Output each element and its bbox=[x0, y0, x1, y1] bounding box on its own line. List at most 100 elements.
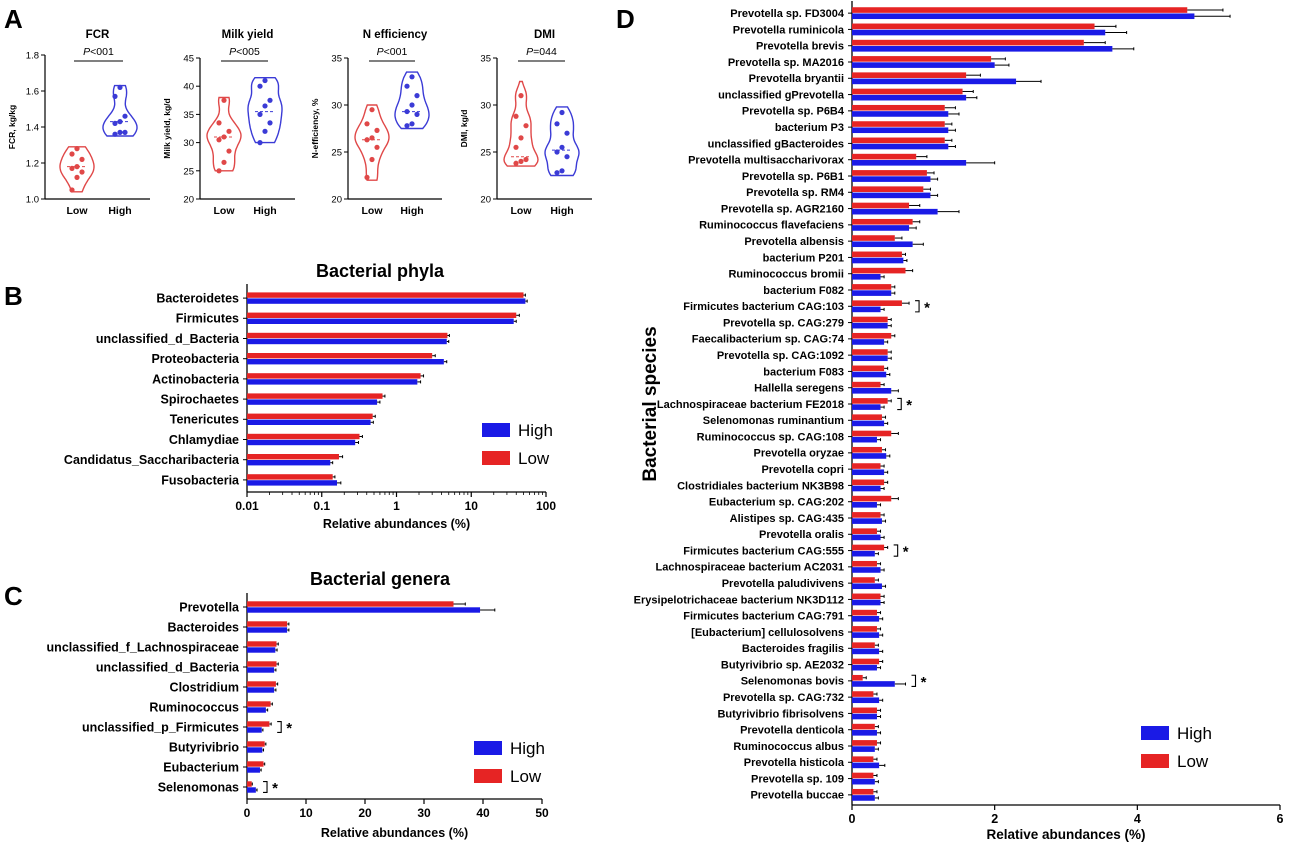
bar-low bbox=[247, 681, 276, 687]
violin-point bbox=[513, 144, 519, 150]
violin-point bbox=[262, 103, 268, 109]
category-label: Prevotella sp. FD3004 bbox=[730, 8, 845, 20]
bar-high bbox=[852, 534, 881, 541]
y-tick-label: 1.4 bbox=[26, 123, 39, 134]
bar-low bbox=[247, 332, 448, 339]
bar-low bbox=[852, 170, 927, 176]
x-category-label: High bbox=[400, 205, 423, 217]
x-category-label: Low bbox=[67, 205, 89, 217]
bar-high bbox=[852, 257, 904, 264]
category-label: Prevotella brevis bbox=[756, 41, 844, 53]
x-tick-label: 10 bbox=[299, 806, 313, 820]
bar-low bbox=[852, 218, 913, 225]
category-label: Clostridium bbox=[170, 680, 239, 694]
bar-high bbox=[852, 599, 881, 606]
bar-low bbox=[247, 433, 360, 440]
y-tick-label: 35 bbox=[331, 54, 342, 65]
violin-point bbox=[117, 129, 123, 135]
violin-point bbox=[267, 97, 273, 103]
significance-bracket bbox=[263, 781, 268, 793]
violin-point bbox=[404, 108, 410, 115]
bar-low bbox=[852, 121, 945, 127]
bar-low bbox=[852, 251, 902, 258]
bar-high bbox=[852, 502, 877, 508]
bar-high bbox=[247, 667, 275, 673]
category-label: Prevotella sp. P6B1 bbox=[742, 171, 844, 183]
category-label: Actinobacteria bbox=[152, 372, 240, 386]
violin-point bbox=[364, 174, 370, 180]
x-tick-label: 40 bbox=[476, 806, 490, 820]
significance-star: * bbox=[272, 780, 278, 797]
category-label: unclassified_d_Bacteria bbox=[96, 660, 240, 674]
violin-point bbox=[267, 120, 273, 126]
y-tick-label: 1.8 bbox=[26, 51, 39, 62]
category-label: Prevotella bryantii bbox=[749, 73, 844, 85]
bar-high bbox=[852, 485, 881, 492]
violin-point bbox=[216, 137, 222, 143]
bar-high bbox=[852, 730, 877, 736]
x-axis-label: Relative abundances (%) bbox=[323, 517, 470, 531]
violin-title: DMI bbox=[534, 29, 555, 41]
category-label: Ruminococcus bbox=[149, 700, 239, 714]
bar-high bbox=[852, 648, 880, 655]
bar-high bbox=[852, 697, 880, 704]
bar-low bbox=[852, 707, 877, 714]
bar-low bbox=[247, 781, 252, 787]
violin-point bbox=[257, 111, 263, 117]
category-label: Fusobacteria bbox=[161, 473, 240, 487]
category-label: unclassified gBacteroides bbox=[708, 138, 844, 150]
x-tick-label: 0.01 bbox=[235, 499, 259, 513]
legend-label-high: High bbox=[510, 739, 545, 758]
violin-point bbox=[257, 83, 263, 89]
bar-high bbox=[852, 13, 1195, 20]
bar-high bbox=[247, 707, 266, 713]
y-tick-label: 30 bbox=[480, 101, 491, 112]
violin-point bbox=[74, 146, 80, 152]
violin-point bbox=[221, 159, 227, 165]
violin-point bbox=[374, 144, 380, 150]
bar-high bbox=[852, 762, 880, 769]
significance-bracket bbox=[897, 397, 902, 411]
category-label: bacterium F083 bbox=[763, 366, 844, 378]
violin-plot-neff: N efficiency P<001 20 25 30 35 N-efficiency, %… bbox=[310, 29, 442, 217]
pvalue-text: <005 bbox=[236, 46, 260, 58]
bar-high bbox=[247, 359, 444, 365]
violin-point bbox=[518, 135, 524, 141]
violin-point bbox=[117, 84, 123, 90]
y-axis-label: Bacterial species bbox=[640, 326, 661, 481]
pvalue-symbol: P bbox=[83, 46, 90, 58]
bar-high bbox=[852, 550, 875, 557]
category-label: Prevotella albensis bbox=[744, 236, 844, 248]
violin-point bbox=[554, 149, 560, 155]
bar-high bbox=[852, 713, 877, 720]
violin-point bbox=[414, 111, 420, 117]
y-tick-label: 25 bbox=[331, 148, 342, 159]
panel-c-genera-chart: Bacterial genera 0 10 20 30 40 50 Relative abun… bbox=[47, 569, 549, 840]
violin-point bbox=[518, 158, 524, 164]
bar-low bbox=[852, 723, 875, 730]
bar-high bbox=[852, 208, 938, 215]
bar-low bbox=[247, 454, 339, 460]
y-tick-label: 35 bbox=[183, 110, 194, 121]
legend-swatch-low bbox=[1141, 754, 1169, 768]
violin-shape-high bbox=[247, 77, 283, 144]
bar-low bbox=[852, 202, 910, 209]
bar-high bbox=[852, 274, 881, 280]
pvalue-text: <001 bbox=[384, 46, 408, 58]
bar-high bbox=[247, 379, 418, 385]
violin-point bbox=[409, 121, 415, 127]
category-label: Prevotella sp. RM4 bbox=[746, 187, 845, 199]
bar-low bbox=[852, 495, 892, 502]
bar-high bbox=[247, 647, 276, 653]
bar-low bbox=[247, 601, 454, 607]
bar-low bbox=[852, 381, 881, 388]
y-tick-label: 30 bbox=[183, 138, 194, 149]
violin-point bbox=[117, 119, 123, 125]
violin-point bbox=[409, 74, 415, 80]
legend-label-low: Low bbox=[518, 449, 550, 468]
bar-low bbox=[247, 621, 288, 627]
violin-shape-high bbox=[102, 84, 138, 137]
category-label: Prevotella sp. AGR2160 bbox=[721, 203, 844, 215]
